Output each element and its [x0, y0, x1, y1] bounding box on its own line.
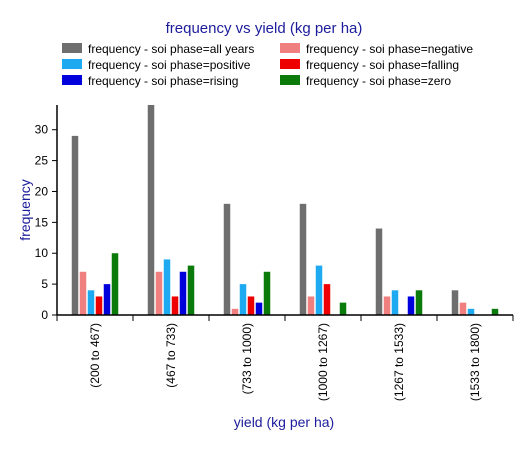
bar — [155, 271, 163, 315]
legend-label: frequency - soi phase=zero — [306, 74, 451, 88]
y-tick-label: 20 — [35, 184, 49, 198]
y-tick-label: 5 — [41, 277, 48, 291]
bar — [407, 296, 415, 315]
legend-swatch — [280, 75, 300, 85]
legend-swatch — [62, 75, 82, 85]
bar — [375, 228, 383, 315]
x-tick-label: (1533 to 1800) — [468, 323, 482, 401]
bar — [299, 203, 307, 315]
bar — [323, 284, 331, 315]
bar — [255, 302, 263, 315]
bar — [79, 271, 87, 315]
bar — [231, 308, 239, 315]
bar — [339, 302, 347, 315]
bar — [103, 284, 111, 315]
bar — [87, 290, 95, 315]
axes: 0 5 10 15 20 25 30 (200 to 467) (467 to 733) (733… — [35, 105, 514, 401]
legend-item: frequency - soi phase=positive — [62, 58, 251, 72]
legend-swatch — [62, 43, 82, 53]
bar — [111, 253, 119, 315]
bar — [71, 135, 79, 315]
bar — [263, 271, 271, 315]
y-tick-label: 0 — [41, 308, 48, 322]
legend-swatch — [62, 59, 82, 69]
bar — [467, 308, 475, 315]
legend-item: frequency - soi phase=falling — [280, 58, 459, 72]
bar — [223, 203, 231, 315]
x-tick-label: (200 to 467) — [88, 323, 102, 388]
legend-label: frequency - soi phase=positive — [88, 58, 251, 72]
bar — [383, 296, 391, 315]
bars — [71, 105, 499, 315]
legend: frequency - soi phase=all years frequency… — [62, 42, 473, 88]
x-tick-label: (467 to 733) — [164, 323, 178, 388]
legend-label: frequency - soi phase=negative — [306, 42, 473, 56]
y-axis-label: frequency — [17, 179, 33, 240]
bar — [171, 296, 179, 315]
bar — [391, 290, 399, 315]
bar — [415, 290, 423, 315]
legend-item: frequency - soi phase=zero — [280, 74, 451, 88]
legend-label: frequency - soi phase=all years — [88, 42, 254, 56]
bar — [451, 290, 459, 315]
x-tick-label: (1267 to 1533) — [392, 323, 406, 401]
legend-swatch — [280, 59, 300, 69]
legend-item: frequency - soi phase=rising — [62, 74, 238, 88]
bar — [315, 265, 323, 315]
x-tick-label: (733 to 1000) — [240, 323, 254, 394]
bar — [239, 284, 247, 315]
bar — [459, 302, 467, 315]
legend-label: frequency - soi phase=rising — [88, 74, 238, 88]
y-tick-label: 10 — [35, 246, 49, 260]
bar — [95, 296, 103, 315]
bar — [247, 296, 255, 315]
x-tick-label: (1000 to 1267) — [316, 323, 330, 401]
bar — [163, 259, 171, 315]
y-tick-label: 15 — [35, 215, 49, 229]
chart-title: frequency vs yield (kg per ha) — [166, 20, 363, 37]
legend-label: frequency - soi phase=falling — [306, 58, 459, 72]
legend-swatch — [280, 43, 300, 53]
bar — [307, 296, 315, 315]
legend-item: frequency - soi phase=all years — [62, 42, 254, 56]
y-tick-label: 25 — [35, 154, 49, 168]
x-axis-label: yield (kg per ha) — [234, 414, 334, 430]
bar — [187, 265, 195, 315]
bar — [147, 105, 155, 315]
y-tick-label: 30 — [35, 123, 49, 137]
bar — [179, 271, 187, 315]
bar — [491, 308, 499, 315]
legend-item: frequency - soi phase=negative — [280, 42, 473, 56]
